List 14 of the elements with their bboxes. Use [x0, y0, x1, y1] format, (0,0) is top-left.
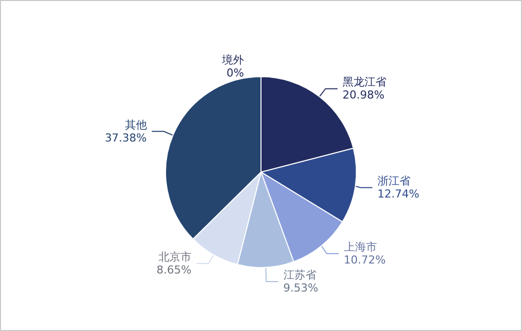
- slice-label: 其他: [124, 118, 147, 132]
- slice-label: 黑龙江省: [342, 76, 387, 89]
- data-label: 10.72%: [344, 254, 386, 267]
- slice-label: 江苏省: [283, 268, 316, 282]
- text: 0%: [226, 66, 244, 80]
- slice-label: 上海市: [344, 240, 377, 254]
- category-label: 境外: [222, 54, 244, 67]
- data-label: 37.38%: [104, 131, 147, 144]
- slice-label: 北京市: [158, 250, 192, 264]
- data-label: 20.98%: [342, 88, 385, 102]
- data-label: 8.65%: [156, 263, 192, 276]
- slice-label: 浙江省: [377, 174, 410, 188]
- data-label: 12.74%: [377, 188, 420, 201]
- data-label: 9.53%: [283, 282, 318, 295]
